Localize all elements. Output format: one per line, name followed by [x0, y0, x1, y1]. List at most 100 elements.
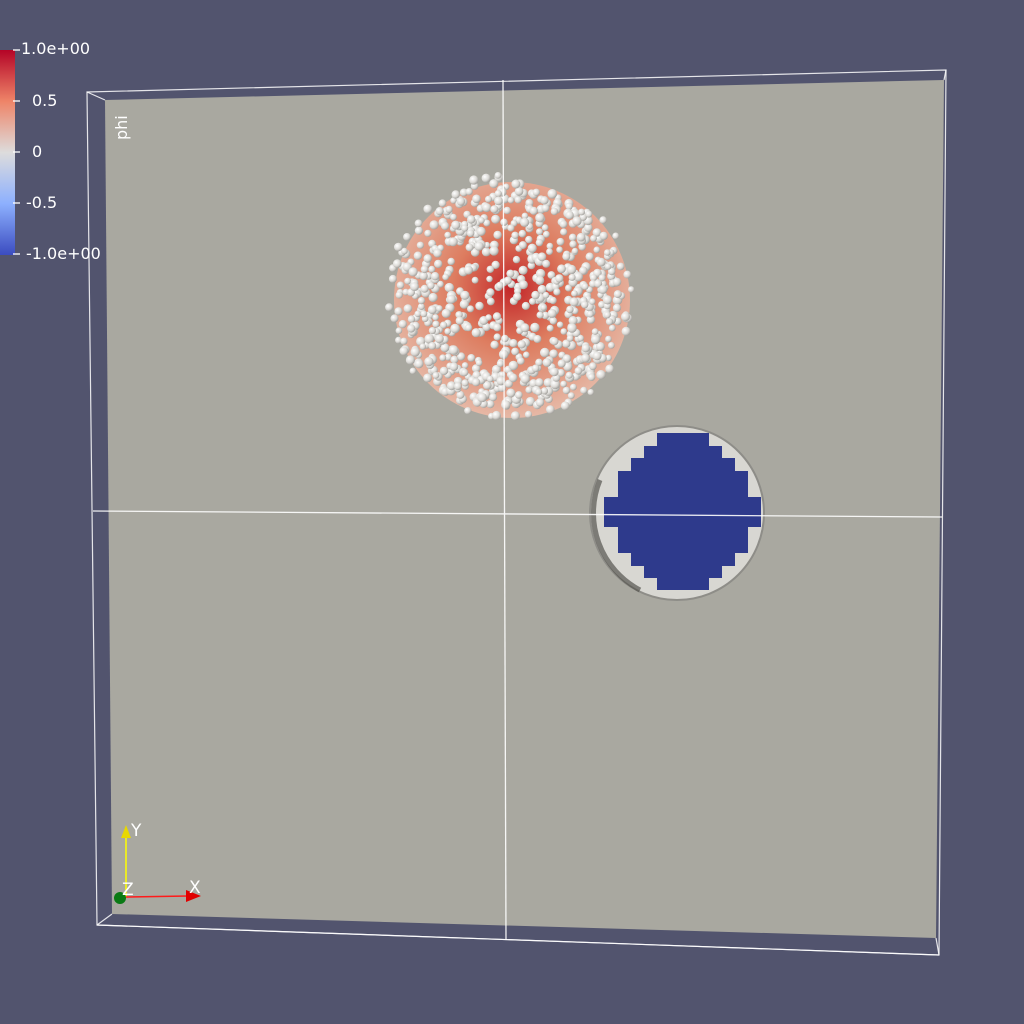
- particle: [413, 251, 423, 260]
- particle: [491, 214, 501, 224]
- particle: [395, 291, 403, 299]
- particle: [423, 373, 432, 383]
- particle: [395, 336, 402, 344]
- particle: [450, 213, 457, 221]
- particle: [586, 315, 596, 324]
- particle: [542, 259, 551, 268]
- particle: [410, 282, 419, 291]
- particle: [587, 389, 594, 396]
- particle: [429, 220, 439, 230]
- particle: [501, 400, 511, 410]
- particle: [525, 386, 533, 394]
- particle: [571, 290, 578, 297]
- particle: [549, 317, 558, 325]
- particle: [560, 328, 568, 335]
- particle: [542, 291, 550, 299]
- particle: [459, 299, 469, 309]
- particle: [409, 367, 417, 375]
- particle: [556, 246, 563, 253]
- particle: [504, 379, 513, 388]
- particle: [467, 305, 474, 313]
- particle: [467, 215, 476, 224]
- particle: [493, 323, 502, 332]
- particle: [465, 188, 473, 196]
- particle: [518, 280, 528, 290]
- particle: [388, 274, 397, 283]
- particle: [471, 364, 481, 373]
- particle: [451, 220, 461, 230]
- particle: [482, 323, 491, 332]
- particle: [494, 172, 502, 179]
- particle: [446, 294, 456, 304]
- particle: [496, 360, 504, 368]
- particle: [608, 342, 615, 349]
- particle: [556, 321, 564, 328]
- particle: [520, 374, 530, 384]
- particle: [562, 386, 571, 395]
- particle: [476, 226, 486, 236]
- particle: [424, 334, 435, 344]
- particle: [591, 328, 599, 335]
- particle: [535, 268, 546, 279]
- particle: [444, 231, 452, 239]
- particle: [521, 301, 530, 310]
- particle: [599, 231, 608, 241]
- particle: [529, 297, 536, 305]
- particle: [486, 275, 493, 283]
- particle: [482, 203, 492, 213]
- particle: [509, 339, 518, 348]
- particle: [503, 276, 512, 285]
- particle: [396, 281, 405, 289]
- particle: [486, 400, 495, 409]
- particle: [524, 410, 533, 418]
- particle: [540, 196, 549, 205]
- particle: [576, 232, 586, 242]
- particle: [503, 206, 511, 215]
- particle: [513, 292, 522, 301]
- particle: [407, 324, 416, 333]
- particle: [390, 314, 399, 323]
- particle: [602, 295, 613, 305]
- particle: [441, 308, 451, 318]
- particle: [472, 378, 481, 387]
- particle: [549, 349, 558, 359]
- particle: [608, 267, 616, 276]
- particle: [592, 228, 602, 237]
- particle: [436, 305, 443, 312]
- particle: [439, 366, 449, 376]
- particle: [478, 217, 485, 224]
- particle: [508, 360, 519, 371]
- particle: [565, 202, 573, 210]
- particle: [483, 241, 491, 249]
- particle: [430, 272, 440, 281]
- x-axis-label: X: [189, 878, 201, 898]
- particle: [444, 353, 452, 361]
- particle: [621, 312, 630, 322]
- particle: [461, 379, 469, 387]
- particle: [578, 208, 585, 216]
- particle: [471, 276, 479, 284]
- particle: [541, 224, 549, 232]
- particle: [532, 188, 540, 196]
- particle: [435, 207, 444, 216]
- particle: [404, 277, 412, 285]
- particle: [521, 212, 529, 220]
- particle: [577, 334, 584, 342]
- particle: [420, 284, 429, 293]
- particle: [527, 243, 537, 253]
- particle: [537, 284, 547, 294]
- particle: [525, 396, 536, 407]
- z-axis-dot-icon: [114, 892, 126, 904]
- particle: [489, 179, 499, 189]
- particle: [531, 364, 540, 373]
- particle: [592, 351, 602, 361]
- particle: [485, 195, 492, 203]
- particle: [486, 265, 494, 273]
- particle: [546, 405, 555, 414]
- particle: [560, 380, 567, 388]
- orientation-axes: [114, 825, 201, 904]
- particle: [510, 411, 520, 421]
- colorbar-label-mid: 0: [32, 142, 43, 161]
